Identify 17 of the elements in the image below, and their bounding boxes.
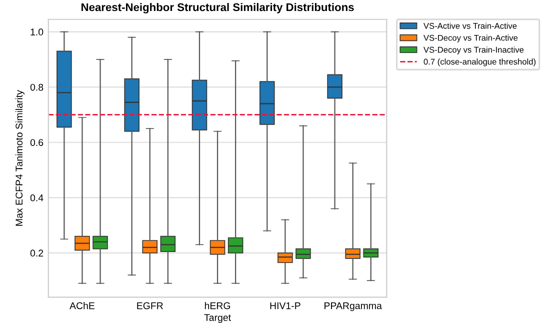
legend-label: VS-Active vs Train-Active: [424, 22, 517, 29]
y-tick-label: 1.0: [30, 28, 44, 36]
chart-title: Nearest-Neighbor Structural Similarity Distributions: [82, 2, 354, 14]
x-tick-label: AChE: [70, 302, 95, 310]
x-tick-label: PPARgamma: [324, 302, 382, 312]
x-tick-label: HIV1-P: [270, 302, 300, 310]
x-axis-title: Target: [204, 314, 231, 323]
y-axis-title: Max ECFP4 Tanimoto Similarity: [15, 90, 24, 226]
y-tick-label: 0.6: [30, 139, 44, 146]
y-tick-label: 0.2: [30, 250, 44, 257]
y-tick-label: 0.8: [30, 84, 44, 91]
y-tick-label: 0.4: [30, 194, 44, 202]
legend-label: VS-Decoy vs Train-Active: [424, 34, 518, 42]
legend-label: VS-Decoy vs Train-Inactive: [424, 46, 524, 54]
legend-label: 0.7 (close-analogue threshold): [424, 58, 536, 66]
x-tick-label: hERG: [204, 302, 230, 310]
x-tick-label: EGFR: [137, 302, 163, 310]
